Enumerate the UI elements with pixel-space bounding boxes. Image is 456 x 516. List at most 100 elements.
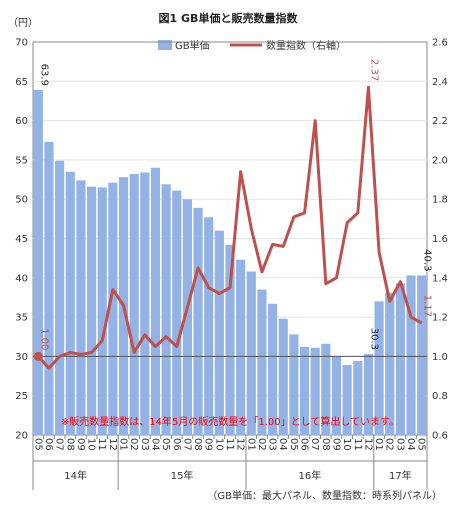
x-tick-label: 06 bbox=[171, 438, 182, 451]
bar-data-label: 40.3 bbox=[422, 249, 433, 271]
x-tick-label: 01 bbox=[118, 438, 129, 451]
right-tick-label: 0.8 bbox=[432, 391, 448, 402]
year-label: 16年 bbox=[298, 469, 321, 482]
x-tick-label: 05 bbox=[32, 438, 43, 451]
bar-data-label: 63.9 bbox=[38, 64, 49, 86]
x-tick-label: 11 bbox=[224, 438, 235, 451]
x-tick-label: 02 bbox=[384, 438, 395, 451]
x-tick-label: 05 bbox=[416, 438, 427, 451]
bar-price bbox=[130, 174, 139, 435]
bars-group bbox=[34, 90, 427, 435]
bar-price bbox=[247, 272, 256, 435]
bar-price bbox=[215, 231, 224, 435]
x-tick-label: 07 bbox=[309, 438, 320, 451]
right-tick-label: 2.0 bbox=[432, 155, 448, 166]
footnote: （GB単価：最大パネル、数量指数：時系列パネル） bbox=[207, 489, 442, 502]
x-tick-label: 12 bbox=[235, 438, 246, 451]
line-labels-group: 1.002.371.17 bbox=[38, 59, 432, 350]
bar-price bbox=[162, 184, 171, 435]
right-tick-label: 1.8 bbox=[432, 195, 448, 206]
x-tick-label: 09 bbox=[203, 438, 214, 451]
bar-price bbox=[236, 260, 245, 435]
x-tick-label: 10 bbox=[213, 438, 224, 451]
left-tick-label: 50 bbox=[15, 195, 28, 206]
x-tick-label: 02 bbox=[128, 438, 139, 451]
left-tick-label: 20 bbox=[15, 431, 28, 442]
x-tick-label: 07 bbox=[54, 438, 65, 451]
bar-price bbox=[396, 283, 405, 435]
x-tick-label: 09 bbox=[330, 438, 341, 451]
x-tick-label: 02 bbox=[256, 438, 267, 451]
x-tick-label: 09 bbox=[75, 438, 86, 451]
x-tick-label: 04 bbox=[149, 438, 160, 451]
chart-title: 図1 GB単価と販売数量指数 bbox=[159, 11, 299, 25]
x-tick-label: 08 bbox=[64, 438, 75, 451]
bar-price bbox=[385, 293, 394, 435]
line-point bbox=[34, 352, 43, 361]
x-tick-label: 01 bbox=[245, 438, 256, 451]
left-tick-label: 25 bbox=[15, 391, 28, 402]
x-tick-label: 10 bbox=[341, 438, 352, 451]
x-tick-label: 12 bbox=[362, 438, 373, 451]
legend-label-price: GB単価 bbox=[175, 39, 210, 52]
x-tick-label: 04 bbox=[405, 438, 416, 451]
bar-price bbox=[172, 191, 181, 435]
bar-labels-group: 63.9 30.3 40.3 bbox=[38, 64, 432, 350]
bar-price bbox=[375, 301, 384, 435]
bar-data-label: 30.3 bbox=[368, 328, 379, 350]
x-tick-label: 10 bbox=[86, 438, 97, 451]
left-tick-label: 70 bbox=[15, 38, 28, 49]
left-tick-label: 35 bbox=[15, 313, 28, 324]
right-tick-label: 1.0 bbox=[432, 352, 448, 363]
bar-price bbox=[98, 187, 107, 435]
right-tick-label: 1.6 bbox=[432, 234, 448, 245]
left-tick-label: 55 bbox=[15, 155, 28, 166]
x-tick-label: 08 bbox=[320, 438, 331, 451]
bar-price bbox=[140, 172, 149, 435]
bar-price bbox=[76, 180, 85, 435]
left-tick-label: 45 bbox=[15, 234, 28, 245]
x-tick-label: 06 bbox=[299, 438, 310, 451]
right-tick-label: 1.2 bbox=[432, 313, 448, 324]
x-tick-label: 05 bbox=[160, 438, 171, 451]
x-tick-label: 03 bbox=[267, 438, 278, 451]
left-tick-label: 65 bbox=[15, 77, 28, 88]
right-tick-label: 2.6 bbox=[432, 38, 448, 49]
bar-price bbox=[268, 304, 277, 435]
note-annotation: ※販売数量指数は、14年5月の販売数量を「1.00」として算出しています。 bbox=[61, 415, 399, 428]
bar-price bbox=[257, 290, 266, 435]
right-axis: 0.60.81.01.21.41.61.82.02.22.42.6 bbox=[432, 38, 448, 442]
left-tick-label: 40 bbox=[15, 273, 28, 284]
year-label: 15年 bbox=[171, 469, 194, 482]
year-label: 14年 bbox=[64, 469, 87, 482]
x-tick-label: 06 bbox=[43, 438, 54, 451]
bar-price bbox=[406, 275, 415, 435]
x-tick-label: 07 bbox=[181, 438, 192, 451]
legend: GB単価 数量指数（右軸） bbox=[158, 39, 346, 52]
line-data-label: 2.37 bbox=[368, 59, 379, 81]
year-label: 17年 bbox=[389, 469, 412, 482]
bar-price bbox=[204, 217, 213, 435]
line-data-label: 1.00 bbox=[38, 328, 49, 350]
bar-price bbox=[66, 172, 75, 435]
x-tick-label: 08 bbox=[192, 438, 203, 451]
x-tick-label: 03 bbox=[139, 438, 150, 451]
x-tick-label: 01 bbox=[373, 438, 384, 451]
x-tick-label: 11 bbox=[96, 438, 107, 451]
left-axis-unit: （円） bbox=[8, 17, 38, 29]
x-tick-label: 05 bbox=[288, 438, 299, 451]
bar-price bbox=[34, 90, 43, 435]
left-tick-label: 30 bbox=[15, 352, 28, 363]
x-tick-label: 12 bbox=[107, 438, 118, 451]
right-tick-label: 2.2 bbox=[432, 116, 448, 127]
right-tick-label: 1.4 bbox=[432, 273, 448, 284]
bar-price bbox=[193, 208, 202, 435]
x-tick-label: 11 bbox=[352, 438, 363, 451]
legend-label-volume: 数量指数（右軸） bbox=[266, 39, 346, 52]
x-tick-label: 04 bbox=[277, 438, 288, 451]
x-tick-label: 03 bbox=[394, 438, 405, 451]
